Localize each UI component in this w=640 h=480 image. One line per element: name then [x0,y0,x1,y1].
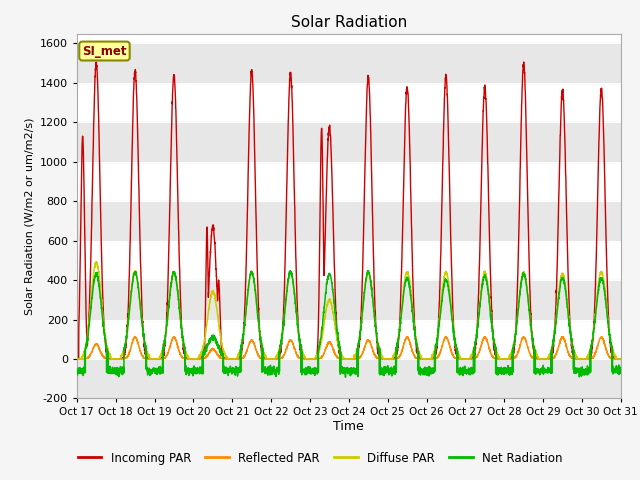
Bar [77,122,621,162]
Bar [77,280,621,320]
Bar [77,44,621,83]
Bar [77,359,621,398]
Text: SI_met: SI_met [82,45,127,58]
Y-axis label: Solar Radiation (W/m2 or um/m2/s): Solar Radiation (W/m2 or um/m2/s) [24,117,34,315]
Bar [77,201,621,240]
Legend: Incoming PAR, Reflected PAR, Diffuse PAR, Net Radiation: Incoming PAR, Reflected PAR, Diffuse PAR… [73,447,567,469]
Title: Solar Radiation: Solar Radiation [291,15,407,30]
X-axis label: Time: Time [333,420,364,433]
